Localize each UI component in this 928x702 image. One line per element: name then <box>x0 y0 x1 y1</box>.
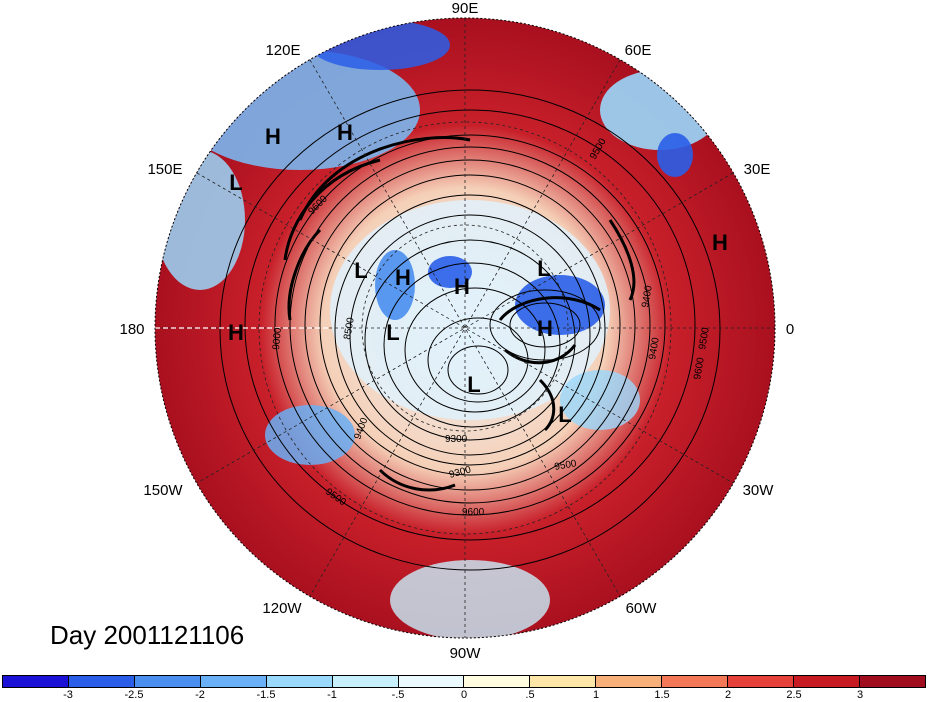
legend-tick-label: 2 <box>724 689 732 701</box>
contour-label: 9300 <box>445 434 468 445</box>
contour-label: 8500 <box>342 316 357 340</box>
legend-tick-label: -1 <box>327 689 337 701</box>
legend-swatch <box>859 676 925 687</box>
legend-swatch <box>728 676 795 687</box>
graticule <box>155 18 775 638</box>
contour-label: 9500 <box>554 458 578 473</box>
high-pressure-marker: H <box>228 320 244 345</box>
legend-swatch <box>662 676 729 687</box>
lon-label-120e: 120E <box>265 42 300 59</box>
legend-swatch <box>530 676 597 687</box>
cold-anomaly-patch <box>390 560 550 638</box>
contour-label: 9500 <box>697 326 712 350</box>
date-title: Day 2001121106 <box>50 620 245 650</box>
lon-label-120w: 120W <box>262 600 302 617</box>
height-contours <box>219 89 721 571</box>
contour-label: 9400 <box>647 336 662 360</box>
contour-label: 9400 <box>640 284 655 308</box>
high-pressure-marker: H <box>712 230 728 255</box>
high-pressure-marker: H <box>537 316 553 341</box>
legend-swatch <box>68 676 135 687</box>
low-pressure-marker: L <box>386 320 399 345</box>
legend-swatch <box>134 676 201 687</box>
legend-tick-label: .5 <box>525 689 535 701</box>
longitude-labels: 90E 60E 30E 0 30W 60W 90W 120W 150W 180 … <box>119 0 794 662</box>
high-pressure-marker: H <box>337 120 353 145</box>
lon-label-90e: 90E <box>452 0 479 17</box>
color-legend-labels: -3 -2.5 -2 -1.5 -1 -.5 0 .5 1 1.5 2 2.5 3 <box>2 689 926 702</box>
lon-label-0: 0 <box>786 321 794 338</box>
jet-contours <box>283 136 636 492</box>
lon-label-60w: 60W <box>626 600 658 617</box>
legend-tick-label: -1.5 <box>256 689 276 701</box>
legend-swatch <box>398 676 465 687</box>
legend-tick-label: -.5 <box>391 689 405 701</box>
legend-tick-label: 1 <box>592 689 600 701</box>
legend-swatch <box>3 676 69 687</box>
lon-label-30e: 30E <box>744 161 771 178</box>
high-pressure-marker: H <box>265 124 281 149</box>
lon-label-150e: 150E <box>147 161 182 178</box>
legend-swatch <box>596 676 663 687</box>
legend-swatch <box>200 676 267 687</box>
high-pressure-marker: H <box>395 265 411 290</box>
contour-label: 9600 <box>462 507 485 518</box>
legend-swatch <box>464 676 531 687</box>
lon-label-30w: 30W <box>743 482 775 499</box>
lon-label-180: 180 <box>119 321 144 338</box>
contour-label: 9600 <box>692 356 707 380</box>
legend-tick-label: -2.5 <box>124 689 144 701</box>
lon-label-60e: 60E <box>625 42 652 59</box>
legend-tick-label: 0 <box>460 689 468 701</box>
low-pressure-marker: L <box>467 372 480 397</box>
low-pressure-marker: L <box>537 256 550 281</box>
cold-anomaly-patch <box>265 405 355 465</box>
legend-swatch <box>266 676 333 687</box>
contour-label: 9000 <box>271 327 284 351</box>
legend-swatch <box>332 676 399 687</box>
map-boundary <box>154 17 776 639</box>
low-pressure-marker: L <box>558 402 571 427</box>
cold-anomaly-patch <box>375 250 415 320</box>
legend-tick-label: 3 <box>856 689 864 701</box>
high-pressure-marker: H <box>454 274 470 299</box>
lon-label-90w: 90W <box>450 645 482 662</box>
low-pressure-marker: L <box>354 258 367 283</box>
legend-tick-label: 2.5 <box>786 689 802 701</box>
cold-anomaly-patch <box>310 20 450 70</box>
pressure-centers: H H L H L H H L H L H L L L <box>228 120 728 427</box>
legend-tick-label: -3 <box>63 689 73 701</box>
color-legend-bar <box>2 675 926 688</box>
lon-label-150w: 150W <box>143 482 183 499</box>
legend-tick-label: 1.5 <box>654 689 670 701</box>
cold-anomaly-patch <box>657 133 693 177</box>
cold-anomaly-patch <box>600 70 720 150</box>
low-pressure-marker: L <box>229 170 242 195</box>
legend-tick-label: -2 <box>195 689 205 701</box>
legend-swatch <box>794 676 860 687</box>
